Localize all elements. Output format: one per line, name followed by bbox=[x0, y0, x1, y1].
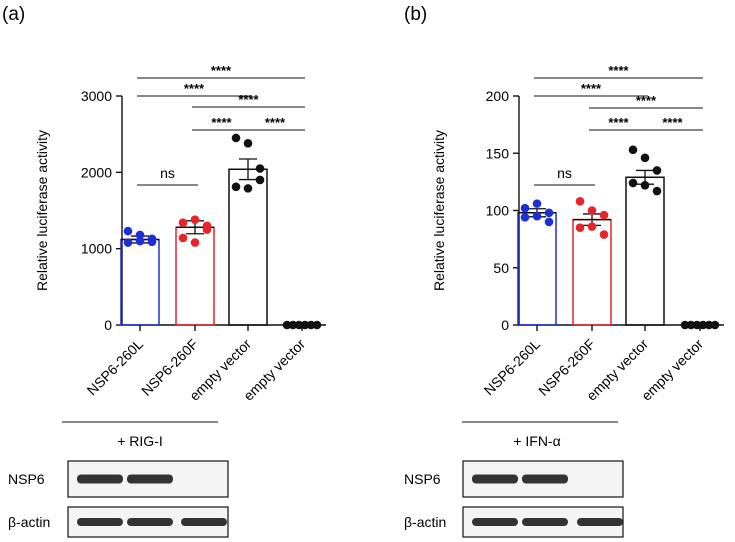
significance-label: **** bbox=[184, 81, 205, 96]
data-point bbox=[640, 181, 650, 190]
y-tick-label: 0 bbox=[501, 317, 509, 333]
blot-band bbox=[472, 474, 518, 484]
treatment-label: + IFN-α bbox=[513, 433, 560, 449]
data-point bbox=[300, 320, 310, 330]
bar bbox=[120, 238, 160, 326]
y-tick-label: 2000 bbox=[81, 164, 112, 180]
data-point bbox=[202, 221, 212, 231]
x-tick-label: NSP6-260L bbox=[84, 336, 147, 399]
significance-label: **** bbox=[211, 63, 232, 78]
significance-label: **** bbox=[211, 115, 232, 130]
data-point bbox=[575, 197, 585, 206]
x-tick-label: NSP6-260L bbox=[481, 336, 544, 399]
significance-label: **** bbox=[265, 115, 286, 130]
treatment-label: + RIG-I bbox=[117, 433, 163, 449]
data-point bbox=[704, 320, 714, 330]
data-point bbox=[123, 226, 133, 236]
data-point bbox=[135, 230, 145, 240]
data-point bbox=[178, 218, 188, 228]
y-tick-label: 200 bbox=[486, 88, 510, 104]
data-point bbox=[123, 238, 133, 247]
data-point bbox=[692, 320, 702, 330]
blot-row-label: β-actin bbox=[404, 514, 446, 530]
significance-label: **** bbox=[608, 63, 629, 78]
data-point bbox=[288, 320, 298, 330]
blot-band bbox=[522, 474, 568, 484]
blot-band bbox=[77, 474, 123, 484]
y-tick-label: 50 bbox=[493, 260, 509, 276]
significance-label: **** bbox=[608, 115, 629, 130]
chart-panel-b: (b) 0 50 100 150 200 Relative luciferase activ… bbox=[404, 4, 724, 538]
data-point bbox=[544, 217, 554, 227]
data-point bbox=[520, 213, 530, 222]
blot-band bbox=[181, 518, 227, 526]
data-point bbox=[640, 153, 650, 163]
blot-row-label: NSP6 bbox=[8, 471, 45, 487]
data-point bbox=[190, 215, 200, 224]
data-point bbox=[282, 320, 292, 330]
significance-label: **** bbox=[581, 81, 602, 96]
data-point bbox=[680, 320, 690, 330]
data-point bbox=[255, 175, 265, 185]
blot-band bbox=[77, 518, 123, 526]
data-point bbox=[190, 238, 200, 247]
y-axis-title: Relative luciferase activity bbox=[34, 130, 50, 291]
data-point bbox=[243, 184, 253, 193]
data-point bbox=[532, 199, 542, 208]
data-point bbox=[520, 203, 530, 213]
y-tick-label: 150 bbox=[486, 145, 510, 161]
significance-label: **** bbox=[662, 115, 683, 130]
data-point bbox=[628, 178, 638, 188]
data-point bbox=[178, 233, 188, 243]
y-tick-label: 1000 bbox=[81, 241, 112, 257]
y-tick-label: 100 bbox=[486, 203, 510, 219]
blot-row-label: β-actin bbox=[8, 514, 50, 530]
blot-band bbox=[577, 518, 623, 526]
blot-row-label: NSP6 bbox=[404, 471, 441, 487]
data-point bbox=[294, 320, 304, 330]
data-point bbox=[698, 320, 708, 330]
data-point bbox=[599, 230, 609, 239]
y-tick-label: 0 bbox=[104, 317, 112, 333]
data-point bbox=[575, 223, 585, 232]
data-point bbox=[231, 182, 241, 192]
blot-band bbox=[472, 518, 518, 526]
significance-label: ns bbox=[557, 165, 572, 181]
bar bbox=[517, 212, 557, 326]
blot-band bbox=[522, 518, 568, 526]
panel-label: (b) bbox=[404, 4, 427, 25]
data-point bbox=[231, 133, 241, 143]
data-point bbox=[652, 186, 662, 196]
data-point bbox=[147, 234, 157, 244]
data-point bbox=[544, 208, 554, 218]
data-point bbox=[243, 139, 253, 148]
significance-label: **** bbox=[238, 92, 259, 107]
y-tick-label: 3000 bbox=[81, 88, 112, 104]
data-point bbox=[587, 206, 597, 215]
significance-label: **** bbox=[636, 93, 657, 108]
data-point bbox=[532, 211, 542, 221]
data-point bbox=[312, 320, 322, 330]
y-axis-title: Relative luciferase activity bbox=[431, 130, 447, 291]
significance-label: ns bbox=[160, 165, 175, 181]
data-point bbox=[587, 222, 597, 231]
data-point bbox=[255, 164, 265, 173]
data-point bbox=[306, 320, 316, 330]
data-point bbox=[599, 210, 609, 220]
data-point bbox=[135, 236, 145, 246]
blot-band bbox=[127, 474, 173, 484]
bar bbox=[625, 176, 665, 326]
data-point bbox=[710, 320, 720, 330]
data-point bbox=[686, 320, 696, 330]
blot-band bbox=[127, 518, 173, 526]
panel-label: (a) bbox=[2, 4, 25, 25]
data-point bbox=[652, 166, 662, 175]
chart-panel-a: (a) 0 1000 2000 3000 Relative luciferase acti… bbox=[2, 4, 326, 538]
data-point bbox=[628, 145, 638, 155]
